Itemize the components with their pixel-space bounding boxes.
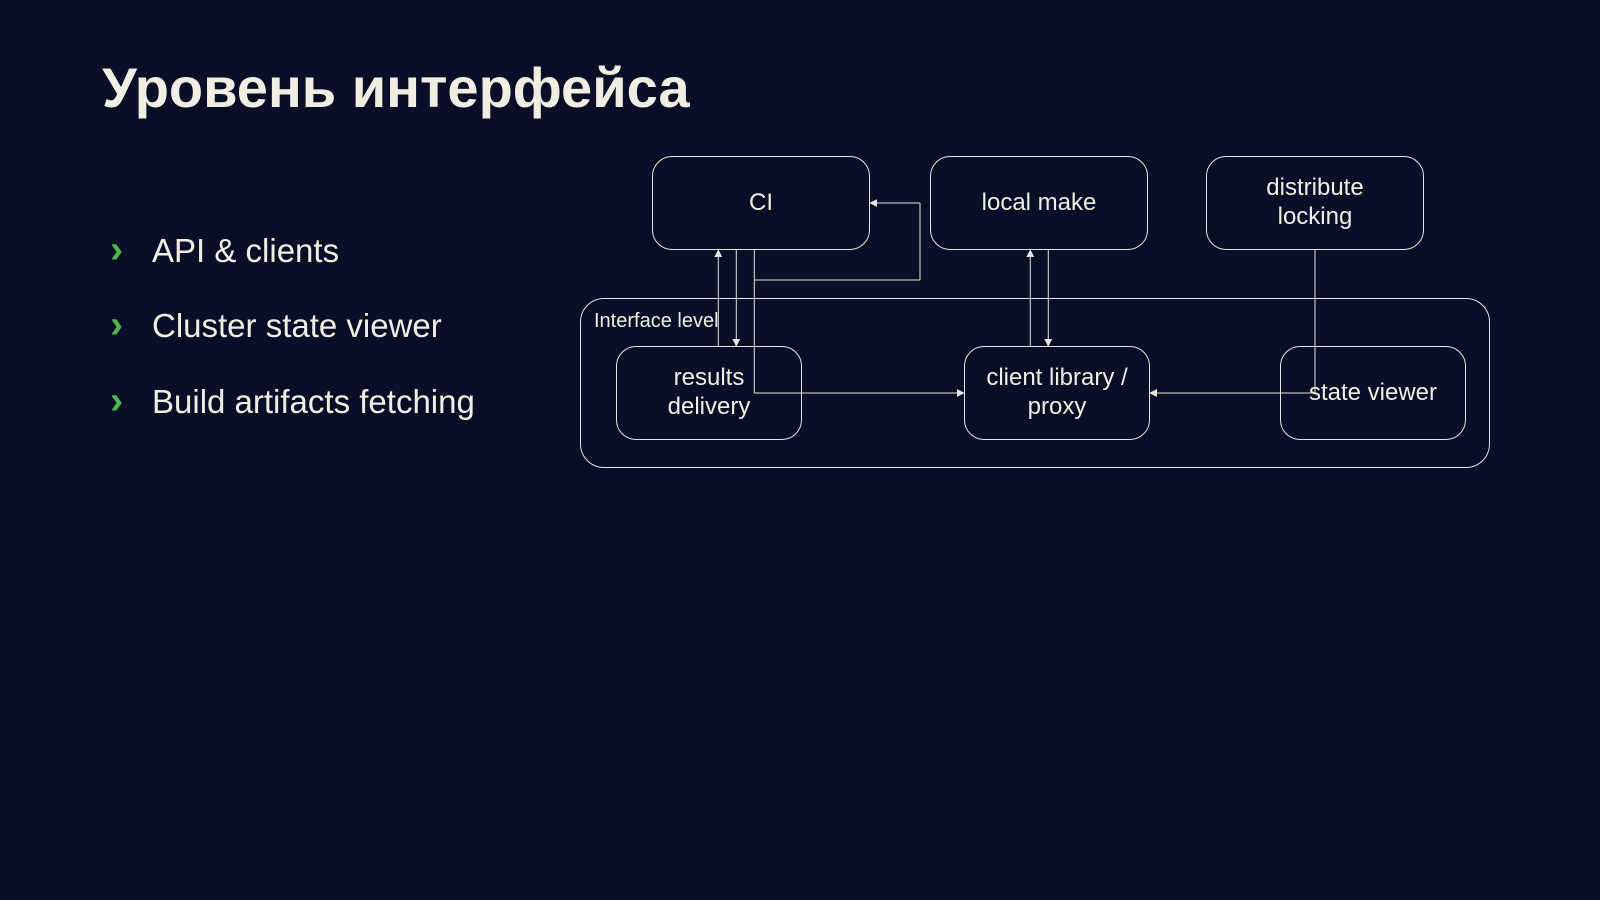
node-results: results delivery [616, 346, 802, 440]
interface-level-label: Interface level [594, 310, 719, 333]
slide-title: Уровень интерфейса [102, 55, 690, 120]
bullet-item: Cluster state viewer [110, 305, 510, 346]
node-distlock: distribute locking [1206, 156, 1424, 250]
node-clientlib: client library / proxy [964, 346, 1150, 440]
bullet-item: Build artifacts fetching [110, 381, 510, 422]
diagram: Interface level CI local make distribute… [580, 148, 1510, 478]
slide: Уровень интерфейса API & clients Cluster… [0, 0, 1600, 900]
bullet-list: API & clients Cluster state viewer Build… [110, 230, 510, 456]
node-ci: CI [652, 156, 870, 250]
node-stateviewer: state viewer [1280, 346, 1466, 440]
node-localmake: local make [930, 156, 1148, 250]
bullet-item: API & clients [110, 230, 510, 271]
